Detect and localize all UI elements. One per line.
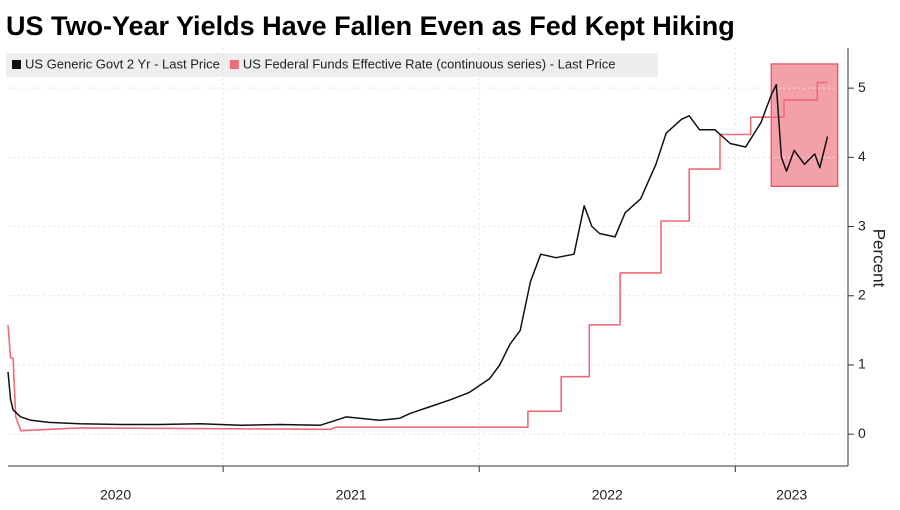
y-axis-label: Percent (870, 229, 889, 288)
y-tick-label: 0 (858, 425, 866, 441)
x-tick-label: 2023 (776, 487, 807, 503)
legend-box (6, 53, 658, 77)
y-tick-label: 1 (858, 356, 866, 372)
y-tick-label: 5 (858, 79, 866, 95)
x-tick-label: 2022 (592, 487, 623, 503)
legend-label: US Federal Funds Effective Rate (continu… (243, 56, 616, 71)
legend-label: US Generic Govt 2 Yr - Last Price (25, 56, 220, 71)
highlight-box (770, 63, 839, 188)
legend-swatch (12, 60, 21, 69)
y-tick-label: 4 (858, 148, 866, 164)
series-line (7, 81, 828, 432)
y-tick-label: 3 (858, 217, 866, 233)
x-tick-label: 2021 (336, 487, 367, 503)
x-tick-label: 2020 (100, 487, 131, 503)
series-line (7, 83, 829, 426)
chart-title: US Two-Year Yields Have Fallen Even as F… (6, 11, 735, 41)
y-tick-label: 2 (858, 286, 866, 302)
legend-swatch (229, 60, 239, 69)
